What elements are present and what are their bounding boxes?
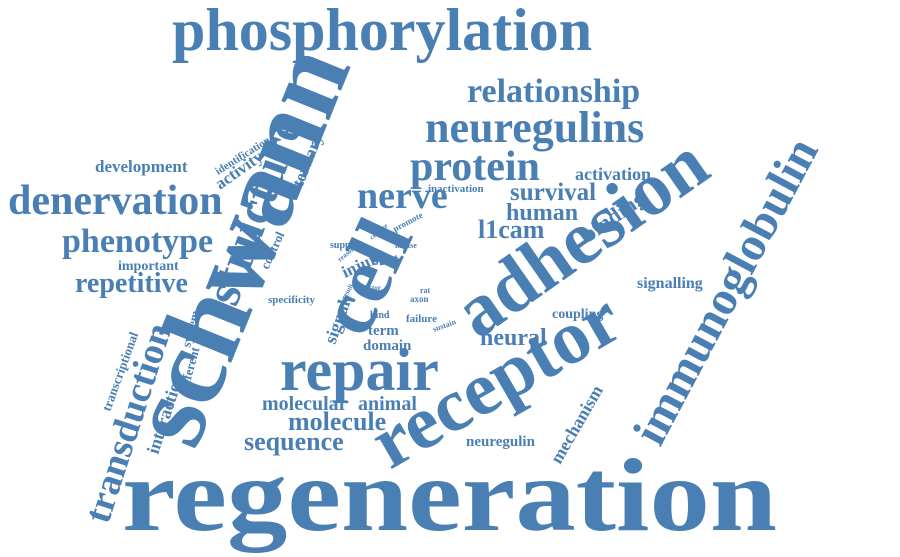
word-mouse: mouse [395, 241, 417, 250]
word-specificity: specificity [268, 294, 316, 306]
word-failure: failure [406, 313, 437, 325]
word-molecule: molecule [288, 407, 386, 436]
word-axon: axon [410, 294, 429, 304]
word-neural: neural [480, 325, 547, 351]
word-phosphorylation: phosphorylation [172, 0, 592, 63]
word-nerve: nerve [357, 175, 448, 217]
word-factor: factor [363, 284, 381, 292]
word-denervation: denervation [8, 178, 223, 224]
word-protein: protein [410, 144, 540, 190]
word-molecular: molecular [262, 393, 348, 415]
word-term: term [368, 323, 399, 339]
word-rat: rat [420, 286, 431, 295]
word-animal: animal [358, 393, 417, 415]
word-support: support [330, 240, 364, 251]
word-phenotype: phenotype [62, 223, 213, 260]
word-development: development [95, 157, 188, 176]
word-survival: survival [510, 179, 596, 206]
word-important: important [118, 259, 179, 274]
word-neuregulins: neuregulins [425, 103, 644, 152]
word-neuregulin: neuregulin [466, 434, 536, 450]
word-regeneration: regeneration [122, 438, 777, 553]
word-sequence: sequence [244, 427, 344, 456]
word-repetitive: repetitive [75, 268, 188, 299]
word-l1cam: l1cam [478, 215, 545, 244]
word-human: human [506, 200, 578, 226]
word-stat: stat [372, 250, 399, 269]
word-inactivation: inactivation [428, 183, 484, 195]
word-domain: domain [363, 338, 412, 354]
word-activation: activation [575, 164, 651, 184]
word-bind: bind [370, 310, 390, 321]
word-relationship: relationship [467, 73, 640, 110]
word-cell: cell [302, 206, 431, 348]
word-coupling: coupling [552, 307, 603, 322]
word-repair: repair [280, 337, 439, 403]
word-signalling: signalling [637, 275, 703, 292]
